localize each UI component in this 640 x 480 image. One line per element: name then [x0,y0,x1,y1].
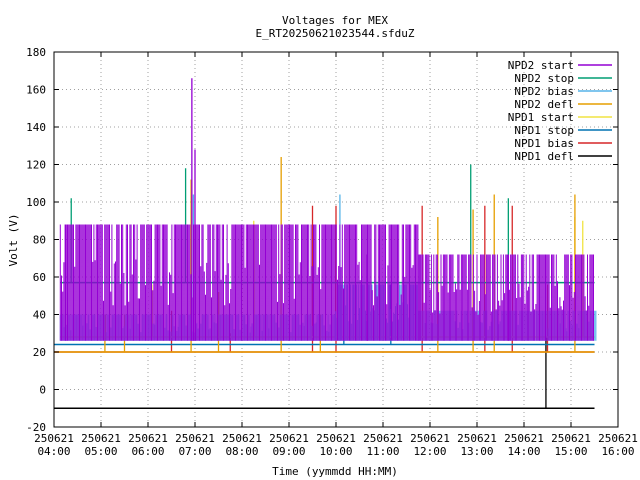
legend-item: NPD2 stop [514,72,612,85]
series-npd1-defl [54,337,595,409]
x-tick-date-label: 250621 [363,432,403,445]
legend-label: NPD1 stop [514,124,574,137]
x-tick-time-label: 16:00 [601,445,634,458]
x-tick-time-label: 10:00 [319,445,352,458]
x-tick-date-label: 250621 [316,432,356,445]
x-tick-time-label: 07:00 [178,445,211,458]
x-tick-time-label: 11:00 [366,445,399,458]
y-tick-label: 140 [26,121,46,134]
x-tick-time-label: 09:00 [272,445,305,458]
x-tick-date-label: 250621 [34,432,74,445]
y-tick-label: 160 [26,84,46,97]
legend-item: NPD2 bias [514,85,612,98]
data-series [54,78,597,409]
y-tick-label: 100 [26,196,46,209]
x-tick-date-label: 250621 [269,432,309,445]
legend-label: NPD2 stop [514,72,574,85]
legend-item: NPD2 start [508,59,612,72]
legend-label: NPD1 start [508,111,574,124]
x-tick-time-label: 13:00 [460,445,493,458]
legend-label: NPD2 start [508,59,574,72]
x-axis-label: Time (yymmdd HH:MM) [272,465,398,478]
axes: -2002040608010012014016018025062104:0025… [26,46,638,458]
x-tick-date-label: 250621 [457,432,497,445]
x-tick-time-label: 04:00 [37,445,70,458]
series-band [59,224,419,341]
chart-subtitle: E_RT20250621023544.sfduZ [256,27,415,40]
legend-label: NPD1 bias [514,137,574,150]
y-tick-label: 120 [26,159,46,172]
x-tick-date-label: 250621 [222,432,262,445]
y-tick-label: 40 [33,309,46,322]
x-tick-time-label: 05:00 [84,445,117,458]
y-tick-label: 20 [33,346,46,359]
x-tick-date-label: 250621 [551,432,591,445]
x-tick-date-label: 250621 [598,432,638,445]
legend-item: NPD1 stop [514,124,612,137]
series-npd2-start [59,78,594,341]
x-tick-date-label: 250621 [410,432,450,445]
y-tick-label: 80 [33,234,46,247]
series-band [417,254,594,341]
x-tick-time-label: 08:00 [225,445,258,458]
legend-item: NPD2 defl [514,98,612,111]
x-tick-time-label: 06:00 [131,445,164,458]
x-tick-date-label: 250621 [81,432,121,445]
x-tick-time-label: 12:00 [413,445,446,458]
chart-title: Voltages for MEX [282,14,388,27]
legend-item: NPD1 start [508,111,612,124]
x-tick-time-label: 14:00 [507,445,540,458]
y-tick-label: -20 [26,421,46,434]
x-tick-time-label: 15:00 [554,445,587,458]
legend-label: NPD2 defl [514,98,574,111]
y-tick-label: 180 [26,46,46,59]
x-tick-date-label: 250621 [504,432,544,445]
legend-label: NPD1 defl [514,150,574,163]
x-tick-date-label: 250621 [175,432,215,445]
y-tick-label: 60 [33,271,46,284]
x-tick-date-label: 250621 [128,432,168,445]
legend-item: NPD1 defl [514,150,612,163]
y-tick-label: 0 [39,384,46,397]
legend-item: NPD1 bias [514,137,612,150]
legend-label: NPD2 bias [514,85,574,98]
y-axis-label: Volt (V) [7,214,20,267]
